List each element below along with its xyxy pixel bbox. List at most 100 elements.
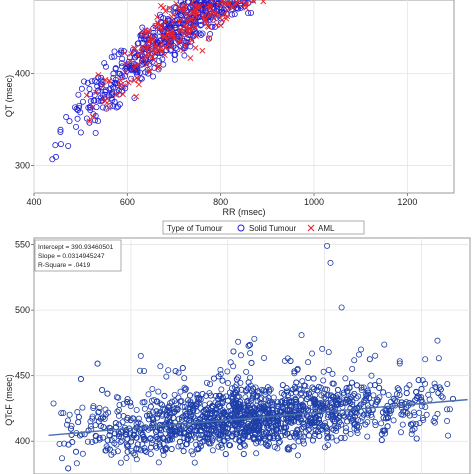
data-point-solid-tumour — [81, 78, 88, 85]
data-point-solid-tumour — [135, 40, 142, 47]
data-point-aml — [100, 83, 107, 90]
data-point — [95, 408, 102, 415]
data-point — [269, 400, 276, 407]
data-point-solid-tumour — [66, 118, 73, 125]
qt-vs-rr-chart: 400 600 800 1000 1200 300 400 RR (msec) QT (m… — [4, 0, 455, 235]
data-point — [419, 415, 426, 422]
data-point — [218, 386, 225, 393]
data-point — [127, 403, 134, 410]
data-point-aml — [132, 45, 139, 52]
data-point — [358, 387, 365, 394]
data-point — [431, 419, 438, 426]
scatter-points-top — [49, 0, 267, 163]
data-point-solid-tumour — [248, 9, 255, 16]
data-point — [314, 419, 321, 426]
data-point-aml — [223, 15, 230, 22]
data-point-aml — [206, 24, 212, 30]
data-point-aml — [188, 16, 194, 22]
data-point — [243, 387, 250, 394]
data-point-aml — [219, 16, 226, 23]
data-point — [422, 403, 429, 410]
data-point — [199, 390, 206, 397]
data-point-aml — [189, 37, 195, 44]
data-point — [130, 450, 137, 457]
data-point-solid-tumour — [92, 117, 99, 124]
data-point — [338, 434, 345, 441]
data-point-solid-tumour — [245, 10, 252, 17]
data-point-solid-tumour — [72, 104, 79, 111]
x-tick-label: 1200 — [397, 197, 417, 207]
data-point-solid-tumour — [241, 0, 248, 4]
data-point — [133, 406, 140, 413]
data-point — [255, 388, 262, 395]
y-tick-label: 300 — [15, 160, 30, 170]
data-point-aml — [232, 1, 239, 8]
data-point — [320, 368, 327, 375]
data-point-solid-tumour — [237, 4, 244, 11]
data-point — [255, 423, 262, 430]
data-point — [213, 406, 220, 413]
data-point — [349, 401, 356, 408]
data-point-solid-tumour — [74, 115, 81, 122]
data-point — [324, 430, 331, 437]
data-point — [284, 446, 291, 453]
data-point — [274, 399, 281, 406]
data-point — [275, 418, 282, 425]
data-point — [92, 437, 99, 444]
data-point-aml — [154, 14, 161, 21]
data-point-aml — [101, 97, 108, 104]
data-point — [369, 406, 376, 413]
data-point — [240, 432, 247, 439]
data-point-aml — [152, 43, 158, 49]
data-point — [227, 359, 234, 366]
data-point-aml — [135, 76, 141, 83]
data-point — [159, 434, 166, 441]
data-point — [160, 447, 167, 454]
data-point — [196, 395, 203, 402]
data-point — [285, 418, 292, 425]
data-point-solid-tumour — [139, 61, 146, 68]
data-point — [208, 411, 215, 418]
data-point — [192, 427, 199, 434]
data-point-solid-tumour — [145, 70, 152, 77]
data-point — [281, 357, 288, 364]
data-point — [418, 386, 425, 393]
data-point — [141, 367, 148, 374]
data-point — [305, 375, 312, 382]
data-point — [202, 406, 209, 413]
data-point — [124, 399, 131, 406]
data-point — [357, 401, 364, 408]
data-point — [187, 401, 194, 408]
data-point — [250, 393, 257, 400]
data-point-aml — [161, 52, 168, 59]
data-point — [230, 430, 237, 437]
data-point — [124, 414, 131, 421]
data-point-aml — [132, 62, 139, 69]
data-point-aml — [154, 65, 161, 72]
data-point-solid-tumour — [78, 85, 85, 92]
data-point-solid-tumour — [187, 43, 194, 50]
data-point — [262, 391, 269, 398]
data-point — [193, 400, 200, 407]
data-point — [230, 398, 237, 405]
data-point — [160, 452, 167, 459]
data-point — [292, 434, 299, 441]
data-point — [199, 420, 206, 427]
data-point-aml — [173, 0, 180, 7]
data-point — [300, 440, 307, 447]
data-point — [96, 404, 103, 411]
data-point — [134, 441, 141, 448]
y-axis-label-top: QT (msec) — [4, 75, 14, 117]
data-point — [323, 424, 330, 431]
data-point — [245, 342, 252, 349]
data-point — [145, 391, 152, 398]
data-point — [219, 421, 226, 428]
data-point-solid-tumour — [181, 52, 188, 59]
data-point — [180, 448, 187, 455]
data-point-solid-tumour — [95, 87, 102, 94]
data-point — [340, 389, 347, 396]
data-point — [228, 385, 235, 392]
data-point-aml — [183, 18, 190, 25]
data-point — [318, 402, 325, 409]
data-point — [403, 390, 410, 397]
